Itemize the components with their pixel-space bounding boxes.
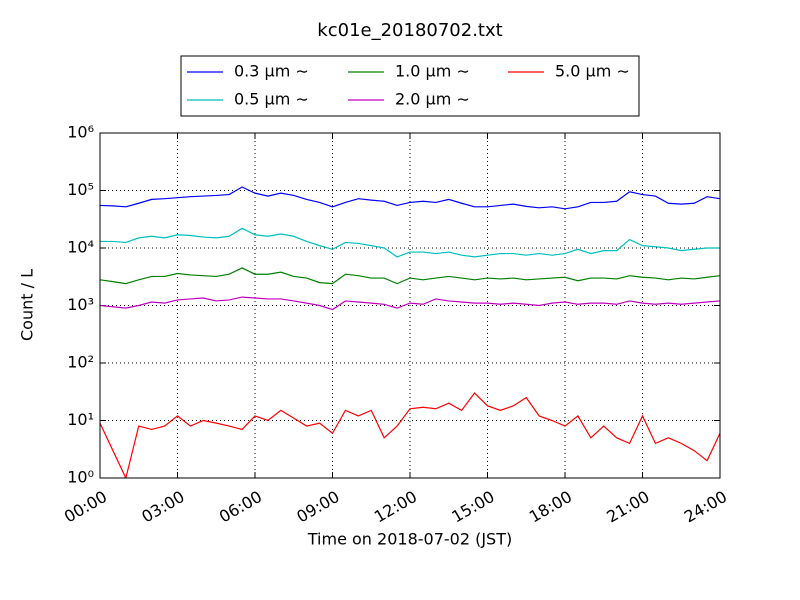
y-tick-label: 10⁵ — [67, 180, 94, 199]
series-line — [100, 227, 720, 258]
series-line — [100, 296, 720, 311]
chart-title: kc01e_20180702.txt — [317, 20, 502, 41]
legend-label: 2.0 μm ∼ — [395, 90, 470, 109]
series-line — [100, 392, 720, 478]
x-tick-label: 21:00 — [603, 487, 652, 527]
x-tick-label: 06:00 — [216, 487, 265, 527]
series-line — [100, 186, 720, 210]
legend-box — [180, 55, 640, 117]
legend-label: 0.5 μm ∼ — [234, 90, 309, 109]
series-line — [100, 267, 720, 285]
x-tick-label: 12:00 — [371, 487, 420, 527]
y-tick-label: 10² — [67, 353, 94, 372]
y-tick-label: 10³ — [67, 295, 94, 314]
x-tick-label: 09:00 — [293, 487, 342, 527]
x-tick-label: 24:00 — [681, 487, 730, 527]
legend-label: 0.3 μm ∼ — [234, 62, 309, 81]
x-tick-label: 18:00 — [526, 487, 575, 527]
y-tick-label: 10⁶ — [67, 123, 94, 142]
y-tick-label: 10⁰ — [67, 468, 94, 487]
y-tick-label: 10¹ — [67, 410, 94, 429]
x-tick-label: 03:00 — [138, 487, 187, 527]
y-tick-label: 10⁴ — [67, 238, 94, 257]
plot-frame — [99, 132, 721, 479]
y-axis-label: Count / L — [18, 269, 37, 341]
x-axis-label: Time on 2018-07-02 (JST) — [307, 530, 512, 549]
legend-label: 5.0 μm ∼ — [555, 62, 630, 81]
legend-label: 1.0 μm ∼ — [395, 62, 470, 81]
x-tick-label: 15:00 — [448, 487, 497, 527]
x-tick-label: 00:00 — [61, 487, 110, 527]
